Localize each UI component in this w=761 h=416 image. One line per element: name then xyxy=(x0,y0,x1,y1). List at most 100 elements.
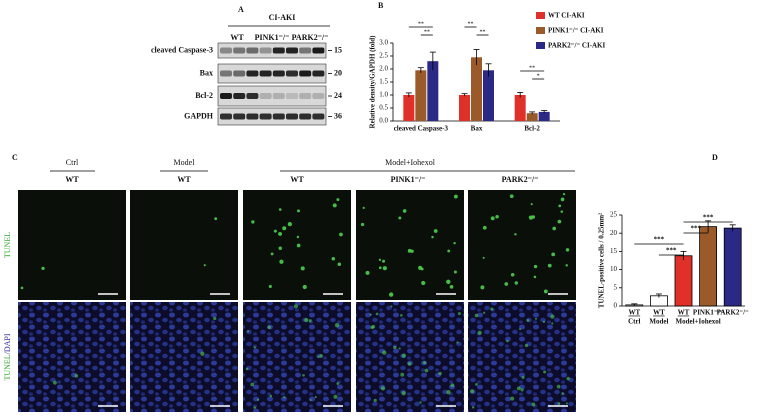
tunel-spot xyxy=(360,222,365,227)
tunel-spot xyxy=(547,263,552,268)
tunel-spot xyxy=(332,203,337,208)
tunel-spot xyxy=(390,305,393,308)
bar xyxy=(459,95,470,121)
column-genotype: PINK1⁻/⁻ xyxy=(391,175,426,184)
tunel-spot xyxy=(41,266,45,271)
blot-strip xyxy=(217,85,327,107)
blot-band xyxy=(272,113,285,120)
tunel-spot xyxy=(382,350,387,355)
blot-band xyxy=(299,93,312,99)
tunel-spot xyxy=(531,215,536,219)
significance-label: *** xyxy=(703,214,714,222)
tunel-spot xyxy=(542,320,546,323)
significance-label: * xyxy=(537,73,540,79)
tunel-spot xyxy=(480,285,485,290)
protein-label: cleaved Caspase-3 xyxy=(151,45,213,54)
bar xyxy=(514,95,526,121)
tunel-spot xyxy=(552,226,557,231)
tunel-spot xyxy=(373,398,377,403)
tunel-spot xyxy=(380,386,386,391)
tunel-spot xyxy=(246,330,250,333)
tunel-spot xyxy=(293,304,299,309)
tunel-spot xyxy=(382,266,387,271)
micrograph xyxy=(130,190,238,300)
tunel-spot xyxy=(431,235,434,239)
tunel-spot xyxy=(337,262,342,266)
tunel-spot xyxy=(336,382,340,385)
tunel-spot xyxy=(514,233,517,236)
blot-band xyxy=(220,113,232,120)
tunel-spot xyxy=(382,259,386,263)
x-group-label: Model xyxy=(649,318,668,326)
protein-label: Bax xyxy=(200,68,213,77)
y-tick-label: 5 xyxy=(614,283,618,291)
tunel-spot xyxy=(400,372,405,377)
micrograph xyxy=(468,302,576,412)
blot-strip xyxy=(217,63,327,84)
micrograph xyxy=(130,302,238,412)
tunel-spot xyxy=(300,266,305,271)
tunel-spot xyxy=(482,256,485,259)
tunel-spot xyxy=(314,396,317,399)
tunel-spot xyxy=(296,235,300,239)
blot-band xyxy=(233,70,246,77)
tunel-spot xyxy=(531,402,536,407)
tunel-spot xyxy=(250,382,255,387)
tunel-spot xyxy=(533,275,537,279)
tunel-spot xyxy=(256,398,260,401)
legend-swatch xyxy=(536,27,545,34)
lane-label: WT xyxy=(230,33,244,42)
y-axis-label: Relative density/GAPDH (fold) xyxy=(369,35,377,129)
y-tick-label: 0.5 xyxy=(379,104,388,112)
column-genotype: PARK2⁻/⁻ xyxy=(502,175,539,184)
tunel-spot xyxy=(450,383,455,388)
tunel-spot xyxy=(510,272,515,277)
tunel-spot xyxy=(214,217,218,221)
y-tick-label: 20 xyxy=(610,229,618,237)
row-label-part: /DAPI xyxy=(3,333,12,354)
bar xyxy=(427,61,439,121)
tunel-spot xyxy=(421,280,426,286)
micrograph xyxy=(468,190,576,300)
tunel-spot xyxy=(446,279,451,285)
tunel-spot xyxy=(566,376,570,381)
tunel-spot xyxy=(560,210,564,213)
group-header: CI-AKI xyxy=(269,13,296,22)
tunel-spot xyxy=(74,374,79,378)
tunel-spot xyxy=(279,259,284,264)
y-tick-label: 1.0 xyxy=(379,91,388,99)
column-genotype: WT xyxy=(177,175,191,184)
tunel-spot xyxy=(424,368,429,373)
bar xyxy=(699,226,717,307)
blot-band xyxy=(286,47,298,54)
y-tick-label: 3.0 xyxy=(379,39,388,47)
tunel-spot xyxy=(506,339,509,343)
column-genotype: WT xyxy=(290,175,304,184)
blot-band xyxy=(246,113,259,120)
blot-band xyxy=(259,113,272,120)
tunel-spot xyxy=(453,241,456,245)
blot-strip xyxy=(217,107,327,126)
tunel-spot xyxy=(334,323,340,328)
blot-band xyxy=(233,113,246,120)
y-tick-label: 2.0 xyxy=(379,65,388,73)
panel-label: C xyxy=(12,153,18,162)
tunel-spot xyxy=(526,319,530,322)
micrographs xyxy=(18,190,576,412)
tunel-spot xyxy=(490,216,495,221)
blot-strip xyxy=(217,42,327,59)
blot-band xyxy=(272,47,285,54)
tunel-spot xyxy=(543,370,547,374)
tunel-spot xyxy=(561,392,565,395)
blot-band xyxy=(312,47,325,54)
tunel-spot xyxy=(362,206,365,209)
blot-band xyxy=(299,47,312,54)
tunel-spot xyxy=(562,192,566,196)
micrograph xyxy=(18,302,126,412)
tunel-spot xyxy=(317,355,320,358)
tunel-spot xyxy=(474,313,479,318)
western-blot: cleaved Caspase-3 15 Bax 20 Bcl-2 24 GAPDH 36 xyxy=(151,42,342,126)
tunel-spot xyxy=(53,380,57,385)
tunel-spot xyxy=(287,221,292,227)
tunel-spot xyxy=(302,284,307,290)
